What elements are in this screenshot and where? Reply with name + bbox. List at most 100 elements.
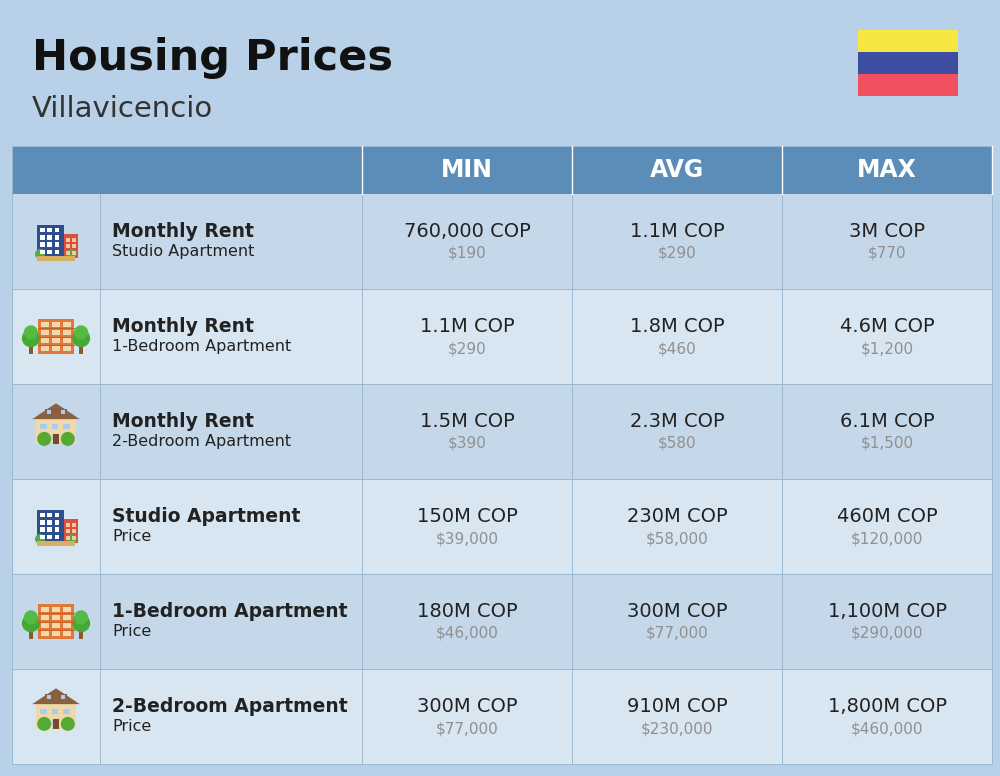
Bar	[72, 522, 76, 527]
Bar	[63, 615, 71, 620]
Bar	[64, 519, 78, 543]
Bar	[60, 694, 67, 699]
Circle shape	[24, 325, 38, 339]
Text: $190: $190	[448, 246, 486, 261]
Bar	[60, 409, 67, 414]
Text: $39,000: $39,000	[436, 531, 498, 546]
Bar	[63, 608, 71, 612]
Bar	[53, 719, 59, 729]
Text: MIN: MIN	[441, 158, 493, 182]
Bar	[52, 631, 60, 636]
Text: $1,200: $1,200	[860, 341, 914, 356]
Bar	[52, 435, 58, 440]
Bar	[36, 419, 76, 444]
Bar	[47, 535, 52, 539]
Text: $290,000: $290,000	[851, 626, 923, 641]
Text: Studio Apartment: Studio Apartment	[112, 507, 300, 526]
Text: 1,100M COP: 1,100M COP	[828, 602, 946, 621]
Bar	[66, 251, 70, 255]
Bar	[40, 242, 45, 247]
Bar	[12, 289, 992, 384]
Bar	[63, 708, 70, 714]
Bar	[52, 623, 60, 628]
Bar	[52, 719, 58, 725]
Circle shape	[72, 329, 90, 347]
Bar	[63, 631, 71, 636]
Text: 460M COP: 460M COP	[837, 507, 937, 526]
Text: 1.8M COP: 1.8M COP	[630, 317, 724, 336]
Bar	[47, 695, 51, 698]
Bar	[40, 528, 45, 532]
Bar	[36, 704, 76, 729]
Text: $770: $770	[868, 246, 906, 261]
Bar	[55, 528, 59, 532]
Bar	[47, 528, 52, 532]
Bar	[12, 669, 992, 764]
Circle shape	[37, 717, 51, 731]
Polygon shape	[32, 404, 80, 419]
Bar	[40, 228, 45, 232]
Bar	[782, 146, 992, 194]
Bar	[41, 631, 49, 636]
Bar	[66, 244, 70, 248]
Bar	[40, 513, 45, 518]
Bar	[52, 424, 58, 429]
Text: $77,000: $77,000	[436, 721, 498, 736]
Bar	[572, 146, 782, 194]
Bar	[66, 529, 70, 533]
Bar	[63, 424, 70, 429]
Text: 1.1M COP: 1.1M COP	[420, 317, 514, 336]
Text: 300M COP: 300M COP	[627, 602, 727, 621]
Bar	[47, 411, 51, 414]
Bar	[47, 250, 52, 254]
Bar	[40, 520, 45, 525]
Bar	[47, 242, 52, 247]
Bar	[37, 510, 64, 543]
Bar	[61, 695, 65, 698]
Text: 1.5M COP: 1.5M COP	[420, 412, 514, 431]
Circle shape	[24, 611, 38, 625]
Bar	[52, 346, 60, 351]
Bar	[38, 605, 74, 639]
Polygon shape	[32, 688, 80, 704]
Bar	[52, 615, 60, 620]
Bar	[41, 338, 49, 343]
Bar	[63, 322, 71, 327]
Circle shape	[67, 249, 77, 259]
Text: $46,000: $46,000	[436, 626, 498, 641]
Circle shape	[74, 325, 88, 339]
Bar	[47, 513, 52, 518]
Text: $77,000: $77,000	[646, 626, 708, 641]
Bar	[47, 520, 52, 525]
Bar	[66, 536, 70, 540]
Bar	[12, 194, 992, 289]
Text: Housing Prices: Housing Prices	[32, 37, 393, 79]
Text: Monthly Rent: Monthly Rent	[112, 222, 254, 241]
Circle shape	[61, 432, 75, 446]
Bar	[41, 331, 49, 335]
Bar	[47, 228, 52, 232]
Bar	[55, 242, 59, 247]
Bar	[72, 237, 76, 242]
Text: Price: Price	[112, 624, 151, 639]
Bar	[40, 719, 47, 725]
Circle shape	[35, 534, 45, 544]
Circle shape	[67, 534, 77, 544]
Bar	[37, 541, 75, 546]
Text: $290: $290	[448, 341, 486, 356]
Bar	[29, 341, 33, 354]
Text: Monthly Rent: Monthly Rent	[112, 317, 254, 336]
Bar	[858, 74, 958, 96]
Bar	[79, 627, 83, 639]
Bar	[64, 234, 78, 258]
Circle shape	[35, 249, 45, 259]
Text: 230M COP: 230M COP	[627, 507, 727, 526]
Bar	[55, 250, 59, 254]
Text: 2-Bedroom Apartment: 2-Bedroom Apartment	[112, 697, 348, 716]
Bar	[37, 256, 75, 261]
Text: AVG: AVG	[650, 158, 704, 182]
Bar	[362, 146, 572, 194]
Bar	[52, 322, 60, 327]
Bar	[40, 708, 47, 714]
Text: 760,000 COP: 760,000 COP	[404, 222, 530, 241]
